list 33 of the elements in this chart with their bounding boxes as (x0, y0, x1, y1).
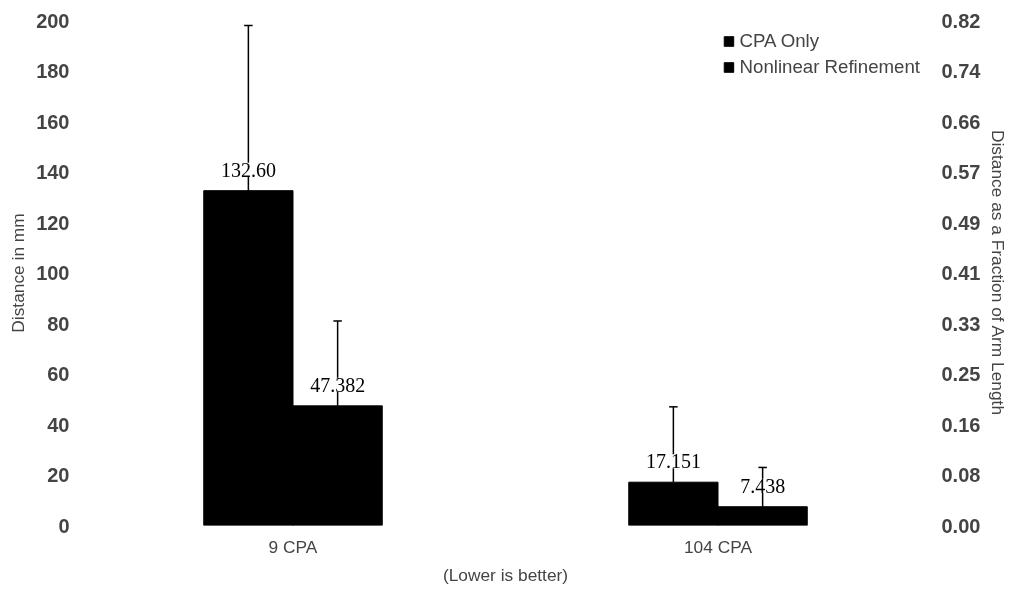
y2-tick-label: 0.49 (941, 211, 981, 234)
data-label: 132.60 (220, 158, 276, 181)
y2-tick-label: 0.74 (941, 60, 982, 82)
y2-tick-label: 0.08 (941, 464, 981, 486)
y2-tick-label: 0.66 (941, 110, 981, 133)
y2-tick-label: 0.41 (941, 262, 981, 284)
legend-label: Nonlinear Refinement (739, 56, 920, 78)
data-label: 7.438 (740, 474, 786, 497)
y-tick-label: 200 (36, 9, 70, 32)
y-tick-label: 0 (58, 514, 70, 537)
y2-tick-label: 0.16 (941, 413, 981, 436)
data-label: 47.382 (310, 373, 366, 396)
y2-tick-label: 0.25 (941, 363, 981, 385)
y-tick-label: 140 (36, 161, 70, 183)
y-tick-label: 160 (36, 110, 70, 133)
y-tick-label: 100 (36, 262, 70, 284)
data-label: 17.151 (645, 450, 701, 473)
legend-label: CPA Only (739, 30, 820, 52)
y-tick-label: 120 (36, 211, 70, 234)
y-tick-label: 60 (47, 363, 70, 385)
y2-axis-title: Distance as a Fraction of Arm Length (988, 129, 1009, 416)
x-tick-label: 104 CPA (683, 536, 753, 557)
x-axis-title: (Lower is better) (442, 564, 569, 585)
y-tick-label: 40 (47, 413, 70, 436)
y-axis-title: Distance in mm (8, 213, 29, 333)
y2-tick-label: 0.57 (941, 161, 981, 183)
x-tick-label: 9 CPA (268, 536, 318, 557)
y2-tick-label: 0.82 (941, 9, 981, 32)
y-tick-label: 80 (47, 312, 70, 335)
y-tick-label: 20 (47, 464, 70, 486)
y2-tick-label: 0.00 (941, 514, 981, 537)
y-tick-label: 180 (36, 60, 70, 82)
y2-tick-label: 0.33 (941, 312, 981, 335)
